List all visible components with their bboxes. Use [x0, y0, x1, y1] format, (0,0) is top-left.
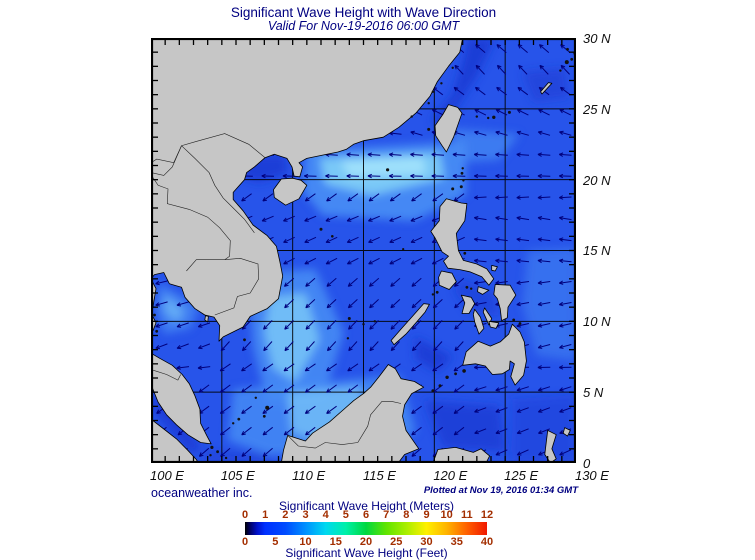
- wave-map-svg: [150, 37, 577, 464]
- lat-label-30n: 30 N: [583, 31, 611, 46]
- legend-meters-label: Significant Wave Height (Meters): [279, 499, 454, 513]
- page-title: Significant Wave Height with Wave Direct…: [230, 5, 497, 20]
- feet-tick-40: 40: [480, 536, 494, 548]
- lat-label-0: 0: [583, 455, 591, 471]
- lon-label-120e: 120 E: [433, 468, 468, 483]
- meters-tick-7: 7: [383, 509, 390, 521]
- lat-label-25n: 25 N: [583, 101, 611, 117]
- lon-label-100e: 100 E: [150, 468, 184, 483]
- meters-tick-9: 9: [423, 509, 430, 521]
- meters-tick-0: 0: [241, 509, 249, 521]
- legend-colorbar: [245, 522, 487, 535]
- feet-tick-15: 15: [329, 536, 342, 548]
- valid-time-subtitle: Valid For Nov-19-2016 06:00 GMT: [267, 19, 460, 33]
- lon-label-105e: 105 E: [220, 468, 255, 483]
- meters-tick-6: 6: [362, 509, 370, 521]
- meters-tick-8: 8: [403, 509, 410, 521]
- meters-tick-10: 10: [440, 509, 453, 521]
- meters-tick-1: 1: [262, 509, 269, 521]
- map-canvas: [150, 37, 577, 464]
- legend-feet-label: Significant Wave Height (Feet): [285, 546, 448, 560]
- lon-label-115e: 115 E: [362, 468, 396, 483]
- feet-tick-10: 10: [299, 536, 312, 548]
- meters-tick-2: 2: [282, 509, 289, 521]
- lat-label-15n: 15 N: [583, 243, 611, 259]
- meters-tick-4: 4: [322, 509, 329, 521]
- feet-tick-20: 20: [359, 536, 373, 548]
- lat-label-10n: 10 N: [583, 314, 611, 330]
- credit-text: oceanweather inc.: [151, 486, 253, 500]
- feet-tick-25: 25: [390, 536, 403, 548]
- meters-tick-11: 11: [461, 509, 473, 521]
- lon-label-110e: 110 E: [292, 468, 326, 483]
- meters-tick-5: 5: [342, 509, 349, 521]
- meters-tick-3: 3: [302, 509, 309, 521]
- lon-label-130e: 130 E: [574, 468, 609, 483]
- feet-tick-0: 0: [241, 536, 249, 548]
- lat-label-5n: 5 N: [583, 385, 604, 401]
- meters-tick-12: 12: [480, 509, 494, 521]
- lat-label-20n: 20 N: [583, 172, 611, 188]
- plotted-timestamp: Plotted at Nov 19, 2016 01:34 GMT: [423, 485, 578, 496]
- lon-label-125e: 125 E: [504, 468, 539, 483]
- feet-tick-5: 5: [272, 536, 279, 548]
- feet-tick-30: 30: [420, 536, 433, 548]
- feet-tick-35: 35: [450, 536, 463, 548]
